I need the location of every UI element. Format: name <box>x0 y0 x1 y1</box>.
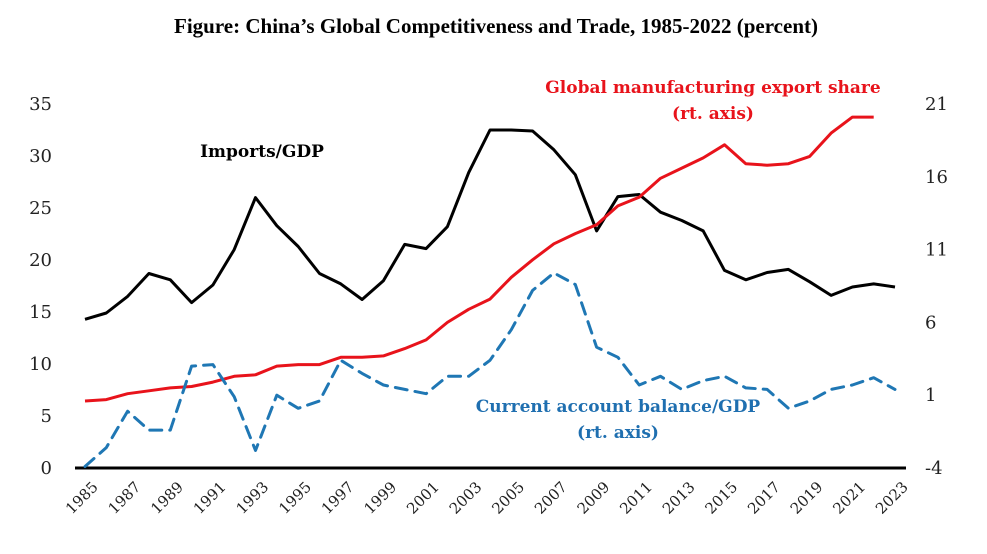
x-tick-label: 1993 <box>233 478 273 518</box>
left-tick-label: 15 <box>29 302 52 323</box>
right-tick-label: 6 <box>925 312 936 333</box>
series-group <box>83 115 897 468</box>
right-tick-label: 1 <box>925 385 936 406</box>
x-tick-label: 2019 <box>787 478 827 518</box>
left-tick-label: 5 <box>41 406 52 427</box>
x-tick-label: 2005 <box>488 478 528 518</box>
right-tick-label: 21 <box>925 94 948 115</box>
x-tick-label: 2017 <box>744 478 784 518</box>
x-tick-label: 2013 <box>659 478 699 518</box>
left-tick-label: 30 <box>29 146 52 167</box>
x-tick-label: 1995 <box>275 478 315 518</box>
x-tick-label: 2011 <box>616 478 656 518</box>
x-tick-label: 2003 <box>446 478 486 518</box>
x-tick-label: 2007 <box>531 478 571 518</box>
x-tick-label: 1991 <box>190 478 230 518</box>
export-share-label: Global manufacturing export share <box>545 78 881 98</box>
x-tick-label: 1999 <box>360 478 400 518</box>
left-tick-label: 0 <box>41 458 52 479</box>
x-tick-label: 1987 <box>105 478 145 518</box>
x-tick-label: 2021 <box>829 478 869 518</box>
left-tick-label: 10 <box>29 354 52 375</box>
imports-label: Imports/GDP <box>200 142 324 162</box>
x-tick-label: 1997 <box>318 478 358 518</box>
export-share-line <box>84 115 874 403</box>
x-tick-label: 2001 <box>403 478 443 518</box>
current-account-label: Current account balance/GDP <box>476 397 761 417</box>
x-tick-label: 2023 <box>872 478 912 518</box>
export-share-axis-note: (rt. axis) <box>672 104 754 124</box>
left-tick-label: 20 <box>29 250 52 271</box>
left-axis-ticks: 0 5 10 15 20 25 30 35 <box>29 94 52 479</box>
right-tick-label: 16 <box>925 167 948 188</box>
right-tick-label: 11 <box>925 240 948 261</box>
x-axis-ticks: 1985 1987 1989 1991 1993 1995 1997 1999 2001 2003… <box>62 478 912 518</box>
current-account-line <box>83 271 897 468</box>
chart-title: Figure: China’s Global Competitiveness a… <box>174 14 818 38</box>
x-tick-label: 1985 <box>62 478 102 518</box>
left-tick-label: 25 <box>29 198 52 219</box>
x-tick-label: 2015 <box>701 478 741 518</box>
left-tick-label: 35 <box>29 94 52 115</box>
x-tick-label: 1989 <box>147 478 187 518</box>
current-account-axis-note: (rt. axis) <box>577 423 659 443</box>
x-tick-label: 2009 <box>574 478 614 518</box>
imports-gdp-line <box>84 128 896 321</box>
right-tick-label: -4 <box>925 458 943 479</box>
